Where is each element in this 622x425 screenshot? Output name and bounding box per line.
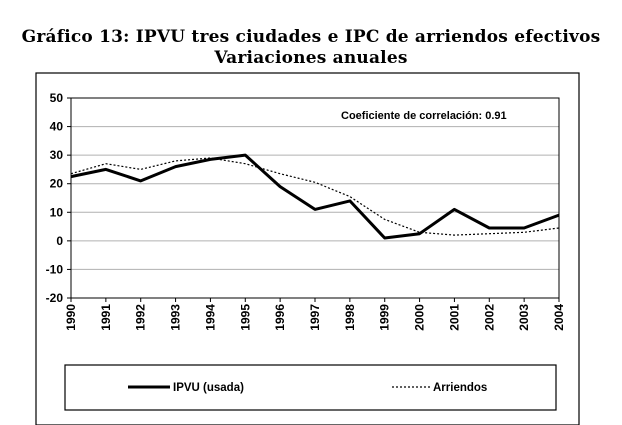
- x-tick-label: 1992: [134, 304, 148, 331]
- legend-label-ipvu: IPVU (usada): [173, 382, 244, 394]
- y-tick-label: 30: [50, 148, 64, 162]
- y-tick-label: 0: [56, 234, 63, 248]
- x-tick-label: 2000: [413, 304, 427, 331]
- series-line-ipvu: [70, 153, 560, 240]
- x-tick-label: 1996: [273, 304, 287, 331]
- x-tick-label: 1998: [343, 304, 357, 331]
- y-tick-label: 50: [50, 91, 64, 105]
- gridlines: [71, 97, 559, 299]
- plot-frame: [70, 97, 560, 299]
- x-axis: 1990 1991 1992 1993 1994 1995 1996 1997 1998 1999…: [64, 298, 566, 331]
- x-tick-label: 2003: [517, 304, 531, 331]
- x-tick-label: 1990: [64, 304, 78, 331]
- legend-box: [64, 364, 557, 411]
- x-tick-label: 1993: [169, 304, 183, 331]
- correlation-annotation: Coeficiente de correlación: 0.91: [341, 110, 507, 122]
- x-tick-label: 2001: [447, 304, 461, 331]
- x-tick-label: 1995: [238, 304, 252, 331]
- series-group: [70, 153, 560, 240]
- x-tick-label: 1997: [308, 304, 322, 331]
- x-tick-label: 1991: [99, 304, 113, 331]
- y-tick-label: -10: [46, 262, 64, 276]
- x-tick-label: 1994: [203, 304, 217, 331]
- series-line-arriendos: [70, 157, 560, 236]
- y-tick-label: 40: [50, 120, 64, 134]
- y-axis: -20 -10 0 10 20 30 40 50: [46, 91, 71, 305]
- y-tick-label: 20: [50, 177, 64, 191]
- x-tick-label: 2002: [482, 304, 496, 331]
- legend-label-arriendos: Arriendos: [433, 382, 487, 394]
- y-tick-label: -20: [46, 291, 64, 305]
- y-tick-label: 10: [50, 205, 64, 219]
- chart-frame: [35, 72, 580, 425]
- chart-title-line2: Variaciones anuales: [214, 48, 408, 68]
- x-tick-label: 2004: [552, 304, 566, 331]
- chart-title-line1: Gráfico 13: IPVU tres ciudades e IPC de …: [21, 27, 601, 47]
- x-tick-label: 1999: [378, 304, 392, 331]
